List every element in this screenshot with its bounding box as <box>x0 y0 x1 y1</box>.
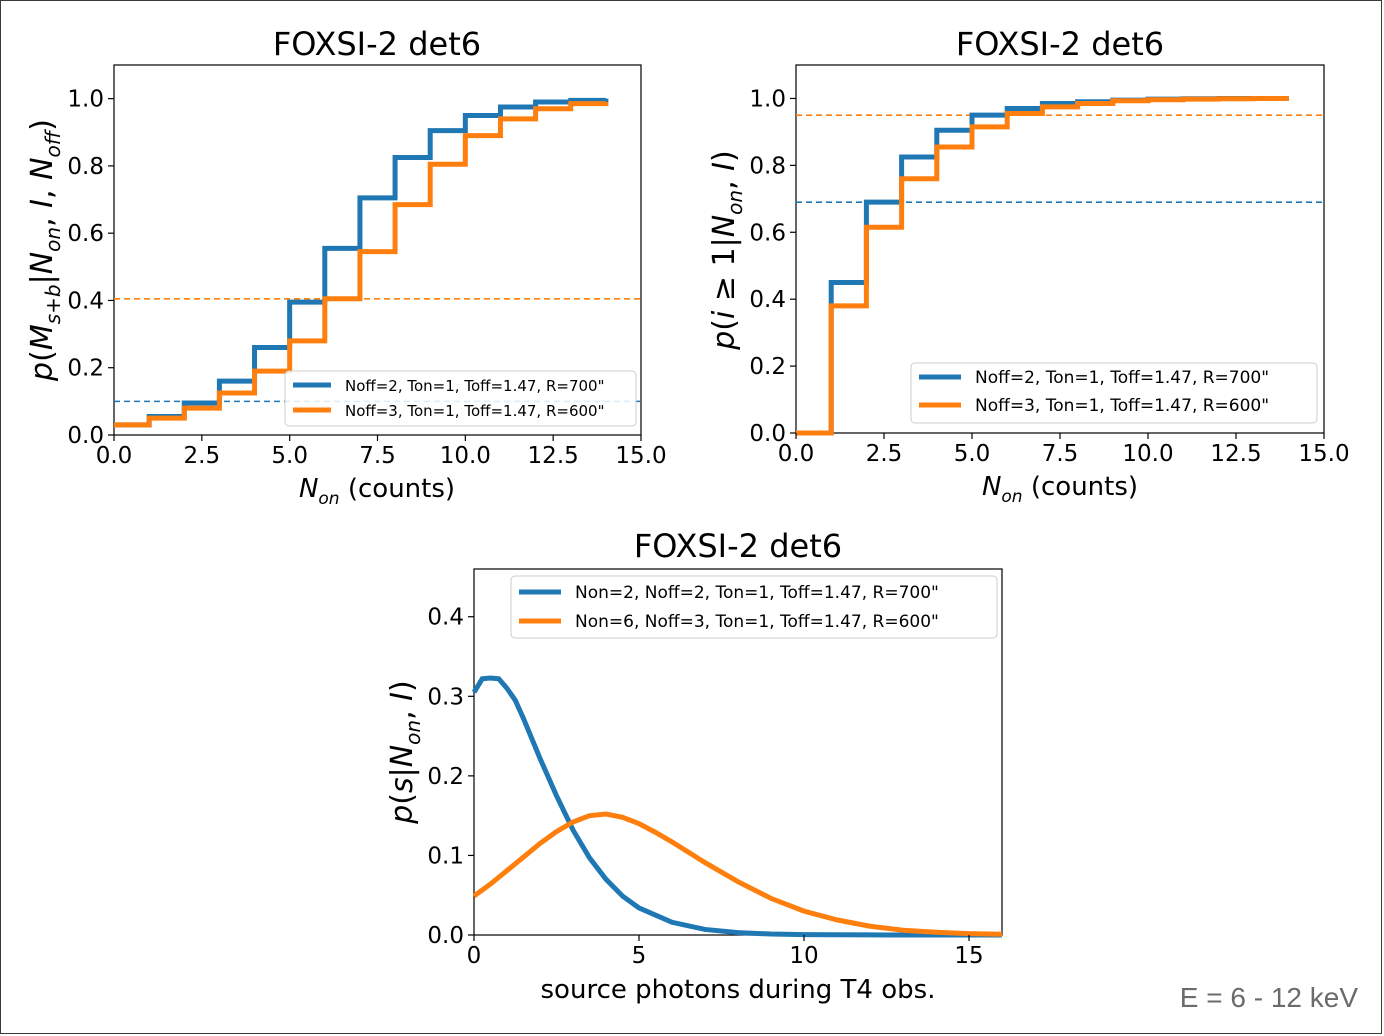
legend: Noff=2, Ton=1, Toff=1.47, R=700" Noff=3, … <box>910 362 1318 424</box>
y-tick-label: 1.0 <box>749 86 786 112</box>
x-tick-label: 15.0 <box>1298 441 1349 467</box>
y-tick-label: 1.0 <box>67 87 104 113</box>
x-tick-label: 5.0 <box>954 441 991 467</box>
y-tick-label: 0.2 <box>749 354 786 380</box>
y-tick-label: 0.6 <box>749 220 786 246</box>
y-ticks: 0.0 0.1 0.2 0.3 0.4 <box>427 605 474 949</box>
panel-title: FOXSI-2 det6 <box>956 25 1164 63</box>
y-tick-label: 0.4 <box>427 605 464 631</box>
series-line-2 <box>114 101 609 428</box>
x-tick-label: 5 <box>632 943 647 969</box>
x-tick-label: 0.0 <box>778 441 815 467</box>
y-tick-label: 0.0 <box>67 423 104 449</box>
legend-box <box>284 370 637 427</box>
legend-label-2: Noff=3, Ton=1, Toff=1.47, R=600" <box>345 402 604 420</box>
y-axis-label: p(i ≥ 1|Non, I) <box>707 150 747 351</box>
x-ticks: 0.0 2.5 5.0 7.5 10.0 12.5 15.0 <box>96 435 667 469</box>
y-tick-label: 0.4 <box>749 287 786 313</box>
y-axis-label: p(s|Non, I) <box>385 680 425 825</box>
x-tick-label: 0.0 <box>96 443 133 469</box>
x-tick-label: 15.0 <box>615 443 666 469</box>
x-tick-label: 5.0 <box>271 443 308 469</box>
series-group <box>114 97 609 428</box>
y-ticks: 0.0 0.2 0.4 0.6 0.8 1.0 <box>67 87 114 449</box>
legend-label-1: Non=2, Noff=2, Ton=1, Toff=1.47, R=700" <box>575 583 939 603</box>
x-tick-label: 2.5 <box>866 441 903 467</box>
series-line-1 <box>114 97 609 428</box>
y-tick-label: 0.0 <box>749 421 786 447</box>
x-tick-label: 7.5 <box>359 443 396 469</box>
series-group <box>796 95 1289 436</box>
panel-title: FOXSI-2 det6 <box>634 527 842 565</box>
panel-step-cdf-left: FOXSI-2 det6 0.0 0.2 0.4 0.6 0.8 1.0 0.0 2.5 5.… <box>25 25 667 509</box>
x-ticks: 0.0 2.5 5.0 7.5 10.0 12.5 15.0 <box>778 433 1350 467</box>
x-tick-label: 10.0 <box>440 443 491 469</box>
legend-label-1: Noff=2, Ton=1, Toff=1.47, R=700" <box>975 368 1269 388</box>
x-ticks: 0 5 10 15 <box>467 935 984 969</box>
x-tick-label: 12.5 <box>528 443 579 469</box>
legend-label-2: Non=6, Noff=3, Ton=1, Toff=1.47, R=600" <box>575 612 939 632</box>
legend-label-2: Noff=3, Ton=1, Toff=1.47, R=600" <box>975 396 1269 416</box>
x-tick-label: 12.5 <box>1210 441 1261 467</box>
x-axis-label: Non (counts) <box>982 472 1138 507</box>
x-axis-label: source photons during T4 obs. <box>541 975 936 1005</box>
y-tick-label: 0.8 <box>67 154 104 180</box>
y-axis-label: p(Ms+b|Non, I, Noff) <box>25 119 65 382</box>
panel-step-cdf-right: FOXSI-2 det6 0.0 0.2 0.4 0.6 0.8 1.0 0.0 2.5 5.… <box>707 25 1350 507</box>
y-tick-label: 0.2 <box>67 356 104 382</box>
y-tick-label: 0.4 <box>67 288 104 314</box>
series-line-1 <box>471 675 1002 938</box>
y-ticks: 0.0 0.2 0.4 0.6 0.8 1.0 <box>749 86 796 447</box>
x-tick-label: 0 <box>467 943 482 969</box>
x-tick-label: 10 <box>789 943 818 969</box>
x-tick-label: 10.0 <box>1122 441 1173 467</box>
panel-source-posterior: FOXSI-2 det6 0.0 0.1 0.2 0.3 0.4 0 5 10 15 Non=… <box>385 527 1003 1005</box>
x-tick-label: 15 <box>954 943 983 969</box>
energy-range-note: E = 6 - 12 keV <box>1179 982 1358 1013</box>
x-tick-label: 7.5 <box>1042 441 1079 467</box>
y-tick-label: 0.8 <box>749 153 786 179</box>
y-tick-label: 0.6 <box>67 221 104 247</box>
series-line-2 <box>472 811 1003 937</box>
legend: Noff=2, Ton=1, Toff=1.47, R=700" Noff=3, … <box>284 370 637 427</box>
legend: Non=2, Noff=2, Ton=1, Toff=1.47, R=700" N… <box>510 575 998 639</box>
series-line-2 <box>796 95 1289 436</box>
legend-box <box>510 575 998 639</box>
legend-label-1: Noff=2, Ton=1, Toff=1.47, R=700" <box>345 377 604 395</box>
x-tick-label: 2.5 <box>184 443 221 469</box>
reference-lines <box>796 114 1324 203</box>
y-tick-label: 0.0 <box>427 923 464 949</box>
y-tick-label: 0.3 <box>427 684 464 710</box>
panel-title: FOXSI-2 det6 <box>273 25 481 63</box>
legend-box <box>910 362 1318 424</box>
y-tick-label: 0.2 <box>427 764 464 790</box>
x-axis-label: Non (counts) <box>299 474 455 509</box>
series-group <box>471 675 1003 938</box>
y-tick-label: 0.1 <box>427 843 464 869</box>
